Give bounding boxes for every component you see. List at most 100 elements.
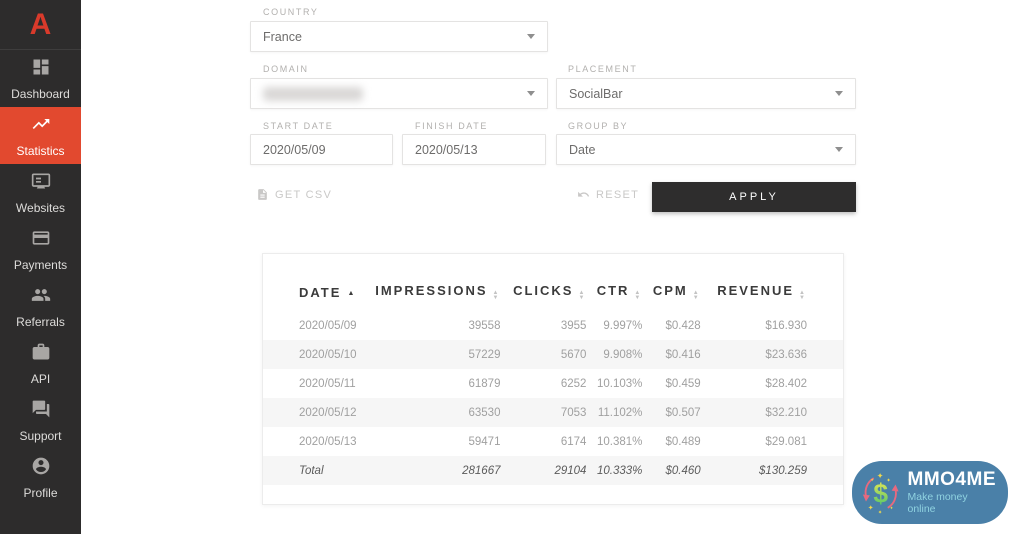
dollar-coin-icon: ✦ ✦ ✦ ✦ ✦ ✦ $ [862,471,899,515]
column-header-date[interactable]: DATE [263,273,364,311]
revenue-cell: $23.636 [765,348,807,361]
column-header-clicks[interactable]: CLICKS [506,273,592,311]
placement-label: PLACEMENT [568,64,638,74]
file-icon [258,189,267,200]
placement-select[interactable]: SocialBar [556,78,856,109]
start-date-label: START DATE [263,121,334,131]
table-total-row: Total 281667 29104 10.333% $0.460 $130.2… [263,456,843,485]
sort-icon [799,291,807,301]
impressions-cell: 61879 [468,377,501,390]
sort-icon [578,291,586,301]
clicks-cell: 3955 [560,319,587,332]
country-select[interactable]: France [250,21,548,52]
svg-text:✦: ✦ [877,471,884,480]
app-logo[interactable]: A [0,0,81,50]
sort-icon [634,291,642,301]
dashboard-icon [31,57,51,82]
get-csv-label: GET CSV [275,188,333,201]
start-date-input[interactable] [250,134,393,165]
svg-text:✦: ✦ [890,505,894,510]
reset-button[interactable]: RESET [577,188,639,201]
impressions-cell: 39558 [468,319,501,332]
table-row: 2020/05/10 57229 5670 9.908% $0.416 $23.… [263,340,843,369]
svg-text:$: $ [873,478,888,508]
sidebar-item-api[interactable]: API [0,335,81,392]
sidebar-item-label: Profile [23,485,58,500]
apply-button[interactable]: APPLY [652,182,856,212]
sidebar-item-support[interactable]: Support [0,392,81,449]
revenue-cell: $28.402 [765,377,807,390]
revenue-cell: $32.210 [765,406,807,419]
table-header-row: DATE IMPRESSIONS CLICKS CTR CPM [263,273,843,311]
total-revenue-cell: $130.259 [759,464,807,477]
cpm-cell: $0.489 [665,435,701,448]
date-cell: 2020/05/12 [299,406,357,419]
sort-icon [493,291,501,301]
sidebar-item-profile[interactable]: Profile [0,449,81,506]
cpm-cell: $0.507 [665,406,701,419]
undo-icon [578,191,590,197]
ctr-cell: 9.997% [603,319,643,332]
clicks-cell: 5670 [560,348,587,361]
ctr-cell: 11.102% [597,406,643,419]
placement-value: SocialBar [569,86,623,101]
group-by-label: GROUP BY [568,121,629,131]
impressions-cell: 59471 [468,435,501,448]
domain-select[interactable] [250,78,548,109]
sort-icon [693,291,701,301]
finish-date-input[interactable] [402,134,546,165]
impressions-cell: 63530 [468,406,501,419]
mmo4me-watermark-badge: ✦ ✦ ✦ ✦ ✦ ✦ $ MMO4ME Make money online [852,461,1008,524]
svg-text:✦: ✦ [878,509,883,515]
date-cell: 2020/05/09 [299,319,357,332]
total-cpm-cell: $0.460 [665,464,701,477]
cpm-cell: $0.416 [665,348,701,361]
country-value: France [263,29,302,44]
group-by-value: Date [569,142,596,157]
column-header-revenue[interactable]: REVENUE [707,273,843,311]
get-csv-button[interactable]: GET CSV [256,188,332,201]
svg-text:✦: ✦ [886,478,891,484]
chevron-down-icon [835,147,843,152]
chevron-down-icon [527,91,535,96]
ctr-cell: 10.103% [596,377,643,390]
total-ctr-cell: 10.333% [596,464,643,477]
sidebar-item-payments[interactable]: Payments [0,221,81,278]
credit-card-icon [31,228,51,253]
clicks-cell: 6174 [560,435,587,448]
person-icon [31,456,51,481]
clicks-cell: 7053 [560,406,587,419]
date-cell: 2020/05/13 [299,435,357,448]
column-header-impressions[interactable]: IMPRESSIONS [364,273,506,311]
cpm-cell: $0.428 [665,319,701,332]
svg-text:✦: ✦ [870,477,874,482]
column-header-ctr[interactable]: CTR [592,273,648,311]
date-cell: 2020/05/11 [299,377,356,390]
ctr-cell: 10.381% [596,435,643,448]
sidebar-item-label: Dashboard [11,86,70,101]
sidebar-item-websites[interactable]: Websites [0,164,81,221]
websites-icon [31,171,51,196]
reset-label: RESET [596,188,640,201]
group-by-select[interactable]: Date [556,134,856,165]
column-header-cpm[interactable]: CPM [648,273,706,311]
clicks-cell: 6252 [560,377,587,390]
briefcase-icon [31,342,51,367]
sidebar-item-referrals[interactable]: Referrals [0,278,81,335]
total-impressions-cell: 281667 [462,464,501,477]
statistics-table: DATE IMPRESSIONS CLICKS CTR CPM [263,273,843,485]
table-row: 2020/05/13 59471 6174 10.381% $0.489 $29… [263,427,843,456]
chat-icon [31,399,51,424]
logo-letter: A [29,7,52,41]
table-row: 2020/05/12 63530 7053 11.102% $0.507 $32… [263,398,843,427]
sidebar-item-label: Websites [15,200,66,215]
ctr-cell: 9.908% [603,348,643,361]
sidebar-item-label: Statistics [16,143,65,158]
country-label: COUNTRY [263,7,319,17]
chevron-down-icon [835,91,843,96]
sort-asc-icon [347,290,356,297]
badge-subtitle: Make money online [907,491,968,516]
sidebar-item-statistics[interactable]: Statistics [0,107,81,164]
sidebar-item-dashboard[interactable]: Dashboard [0,50,81,107]
